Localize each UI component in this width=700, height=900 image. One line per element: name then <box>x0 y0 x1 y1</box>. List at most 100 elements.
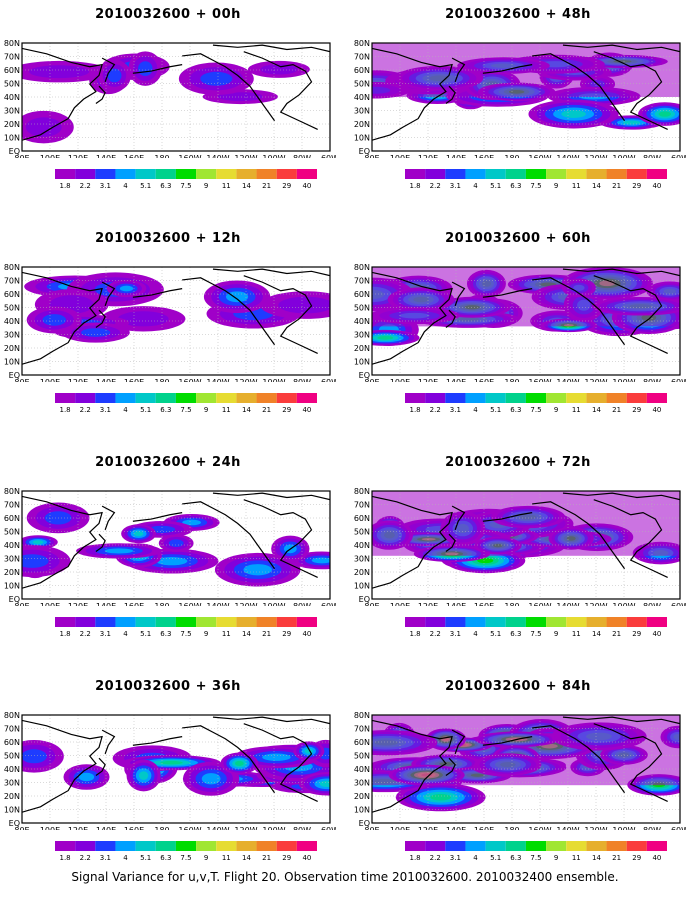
colorbar-labels: 1.8 2.2 3.1 4 5.1 6.3 7.5 9 11 14 21 29 40 <box>405 630 667 640</box>
colorbar-level-label: 9 <box>203 182 209 190</box>
longitude-label: 140E <box>446 602 466 606</box>
colorbar-swatch <box>276 393 297 403</box>
longitude-label: 100W <box>262 826 285 830</box>
coastline <box>95 757 106 776</box>
colorbar-swatch <box>586 617 607 627</box>
colorbar-level-label: 1.8 <box>409 630 421 638</box>
longitude-label: 140E <box>96 378 116 382</box>
colorbar-swatch <box>236 393 257 403</box>
colorbar-swatch <box>95 841 116 851</box>
colorbar-swatch <box>485 393 506 403</box>
latitude-label: 50N <box>354 304 370 313</box>
colorbar-swatch <box>626 393 647 403</box>
colorbar-swatch <box>95 617 116 627</box>
colorbar <box>55 617 317 627</box>
longitude-label: 160W <box>178 602 201 606</box>
longitude-label: 120W <box>584 378 607 382</box>
longitude-label: 60W <box>671 602 686 606</box>
colorbar-swatch <box>425 841 446 851</box>
colorbar-swatch <box>525 393 547 403</box>
coastline <box>182 53 276 122</box>
colorbar-level-label: 1.8 <box>409 406 421 414</box>
coastline <box>243 51 318 130</box>
latitude-label: 40N <box>4 541 20 550</box>
latitude-label: 80N <box>354 487 370 496</box>
longitude-label: 120W <box>234 826 257 830</box>
coastline <box>182 725 276 794</box>
variance-map: 80N 70N 60N 50N 40N 30N 20N 10N EQ80E 100E 120E 140… <box>354 711 686 830</box>
colorbar-level-label: 4 <box>123 182 128 190</box>
coastline <box>482 736 533 746</box>
colorbar-swatch <box>546 169 567 179</box>
latitude-label: 50N <box>354 528 370 537</box>
latitude-label: 10N <box>4 806 20 815</box>
colorbar-swatch <box>445 617 466 627</box>
longitude-label: 100E <box>40 826 60 830</box>
longitude-label: 100W <box>612 826 635 830</box>
colorbar-swatch <box>135 169 156 179</box>
coastline <box>451 505 466 531</box>
longitude-label: 140W <box>206 154 229 158</box>
longitude-label: 140E <box>96 826 116 830</box>
colorbar-level-label: 14 <box>591 406 601 414</box>
colorbar-level-label: 2.2 <box>429 630 441 638</box>
variance-contour <box>430 794 452 801</box>
latitude-label: 60N <box>354 738 370 747</box>
colorbar-level-label: 9 <box>553 406 559 414</box>
variance-map: 80N 70N 60N 50N 40N 30N 20N 10N EQ80E 100E 120E 140… <box>4 487 336 606</box>
coastline <box>101 57 116 83</box>
latitude-label: 40N <box>4 93 20 102</box>
latitude-label: 30N <box>354 107 370 116</box>
colorbar-swatch <box>546 393 567 403</box>
colorbar-level-label: 3.1 <box>449 630 461 638</box>
colorbar-level-label: 14 <box>591 630 601 638</box>
coastline <box>22 47 103 141</box>
longitude-label: 120W <box>234 154 257 158</box>
coastline <box>445 757 456 776</box>
coastline <box>482 64 533 74</box>
latitude-label: 10N <box>354 358 370 367</box>
longitude-label: 80E <box>14 602 29 606</box>
latitude-label: 20N <box>4 792 20 801</box>
colorbar-swatch <box>586 393 607 403</box>
longitude-label: 140E <box>446 378 466 382</box>
latitude-label: 10N <box>354 806 370 815</box>
variance-contour <box>42 314 67 326</box>
longitude-label: 140E <box>446 154 466 158</box>
colorbar-level-label: 3.1 <box>99 182 111 190</box>
colorbar-level-label: 4 <box>473 182 478 190</box>
colorbar-level-label: 40 <box>652 630 662 638</box>
longitude-label: 80E <box>364 602 379 606</box>
latitude-label: 50N <box>4 304 20 313</box>
panel-title: 2010032600 + 00h <box>95 7 241 22</box>
map-panel: 2010032600 + 48h 80N 70N 60N 50N 40N 30N 20N 10N… <box>350 0 686 205</box>
colorbar-level-label: 4 <box>123 854 128 862</box>
variance-contour <box>477 558 494 564</box>
coastline <box>372 271 453 365</box>
colorbar-swatch <box>405 617 426 627</box>
latitude-label: 80N <box>4 263 20 272</box>
colorbar-level-label: 29 <box>632 406 642 414</box>
latitude-label: 10N <box>4 134 20 143</box>
longitude-label: 140W <box>556 826 579 830</box>
longitude-label: 80E <box>14 154 29 158</box>
latitude-label: 80N <box>4 487 20 496</box>
variance-contour <box>311 557 330 564</box>
colorbar-level-label: 5.1 <box>140 182 152 190</box>
colorbar-swatch <box>425 617 446 627</box>
longitude-label: 80W <box>643 378 661 382</box>
colorbar-swatch <box>296 169 317 179</box>
colorbar-swatch <box>566 841 587 851</box>
longitude-label: 180 <box>154 602 169 606</box>
variance-contour <box>22 554 49 568</box>
colorbar-swatch <box>525 841 547 851</box>
colorbar <box>55 169 317 179</box>
colorbar-level-label: 9 <box>553 182 559 190</box>
colorbar-level-label: 40 <box>302 854 312 862</box>
panel-title: 2010032600 + 24h <box>95 455 241 470</box>
colorbar-swatch <box>196 617 217 627</box>
latitude-label: 70N <box>4 725 20 734</box>
colorbar-swatch <box>155 841 176 851</box>
variance-contour <box>243 564 272 576</box>
colorbar-level-label: 40 <box>652 854 662 862</box>
